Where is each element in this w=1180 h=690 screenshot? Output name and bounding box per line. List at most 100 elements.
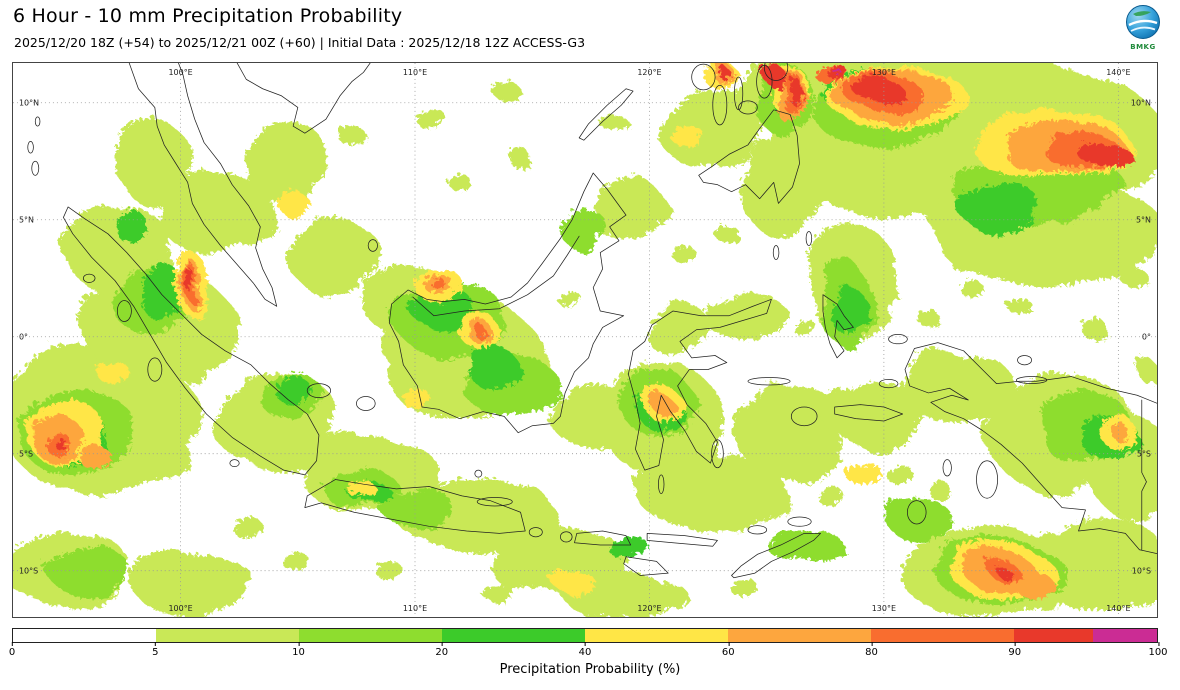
page-title: 6 Hour - 10 mm Precipitation Probability — [13, 5, 403, 27]
coastline-sumbawa — [574, 530, 632, 546]
precip-blob — [410, 105, 444, 124]
lon-label-bottom: 100°E — [168, 604, 192, 613]
coastline-sulawesi — [628, 298, 772, 471]
colorbar-tick-label: 100 — [1148, 642, 1168, 658]
lat-label-left: 5°S — [19, 450, 33, 459]
precip-blob — [377, 486, 453, 524]
precip-blob — [947, 250, 971, 269]
bmkg-globe-icon — [1126, 5, 1160, 39]
precip-blob — [994, 564, 1009, 575]
precip-blob — [114, 119, 190, 204]
lon-label-bottom: 120°E — [637, 604, 661, 613]
lon-label-bottom: 130°E — [872, 604, 896, 613]
precip-blob — [897, 346, 1011, 422]
colorbar-ticks: 0 5 10 20 40 60 80 90 100 — [9, 642, 1168, 659]
map-tick-labels: 100°E 100°E 110°E 110°E 120°E 120°E 130°E 130°E… — [19, 68, 1151, 613]
precip-blob — [764, 523, 840, 562]
lon-label-top: 110°E — [403, 68, 427, 77]
graticule-layer — [13, 63, 1157, 617]
coastline-papua — [904, 342, 1157, 554]
precip-blob — [107, 203, 141, 237]
precip-blob — [281, 551, 310, 571]
precip-blob — [1010, 565, 1048, 595]
colorbar-tick-label: 40 — [578, 642, 592, 658]
precip-blob — [508, 149, 533, 169]
precip-blob — [794, 320, 819, 340]
precip-blob — [1073, 137, 1126, 162]
precip-blob — [958, 184, 1044, 232]
precip-blob — [851, 73, 898, 100]
coastline-flores — [646, 532, 718, 547]
precip-blob — [914, 307, 938, 324]
weather-map-canvas: 100°E 100°E 110°E 110°E 120°E 120°E 130°E 130°E… — [13, 63, 1157, 617]
precip-blob — [757, 63, 781, 80]
precip-blob — [726, 575, 756, 595]
precipitation-layer — [13, 63, 1157, 617]
lat-label-left: 10°S — [19, 567, 38, 576]
colorbar-segment — [156, 629, 299, 642]
colorbar-tick-label: 90 — [1008, 642, 1022, 658]
colorbar-segment — [585, 629, 728, 642]
lon-label-bottom: 110°E — [403, 604, 427, 613]
precip-blob — [740, 133, 816, 237]
lon-label-top: 130°E — [872, 68, 896, 77]
colorbar-segment — [1092, 629, 1157, 642]
precip-blob — [886, 498, 952, 541]
precip-blob — [471, 323, 486, 336]
precip-blob — [279, 194, 312, 218]
precip-blob — [633, 451, 784, 527]
precip-blob — [820, 378, 924, 445]
precip-blob — [293, 168, 317, 188]
precip-blob — [710, 63, 725, 72]
coastline-small-islands — [27, 63, 1048, 543]
colorbar-segment — [442, 629, 585, 642]
bmkg-logo-label: BMKG — [1130, 43, 1156, 51]
precip-blob — [553, 285, 577, 304]
precip-blob — [429, 275, 444, 289]
coastline-sumba — [623, 556, 669, 576]
colorbar-tick-label: 10 — [292, 642, 305, 658]
precip-blob — [675, 247, 699, 267]
precip-blob — [372, 559, 402, 578]
weather-map: 100°E 100°E 110°E 110°E 120°E 120°E 130°E 130°E… — [12, 62, 1158, 618]
coastline-seram — [834, 404, 904, 422]
precip-blob — [243, 119, 329, 204]
precip-blob — [652, 396, 675, 416]
lat-label-left: 0° — [19, 333, 28, 342]
precip-blob — [47, 432, 62, 443]
precip-blob — [1024, 512, 1157, 606]
coastline-borneo — [388, 172, 627, 434]
coastline-layer — [27, 63, 1157, 579]
lat-label-right: 0° — [1142, 333, 1151, 342]
coastline-palawan — [578, 88, 634, 141]
lat-label-left: 5°N — [19, 216, 34, 225]
precip-blob — [225, 512, 258, 531]
precip-blob — [131, 549, 254, 616]
precip-blob — [821, 63, 843, 76]
precip-blob — [1080, 320, 1109, 340]
colorbar-segment — [728, 629, 871, 642]
colorbar — [12, 628, 1158, 643]
lon-label-top: 100°E — [168, 68, 192, 77]
colorbar-segment — [1014, 629, 1093, 642]
precip-blob — [276, 378, 315, 407]
precip-blob — [963, 282, 987, 302]
colorbar-title: Precipitation Probability (%) — [499, 662, 681, 677]
bmkg-logo: BMKG — [1122, 4, 1164, 51]
precip-blob — [157, 170, 275, 255]
precip-blob — [1005, 294, 1030, 314]
coastline-halmahera — [822, 294, 854, 359]
precip-blob — [829, 282, 863, 335]
coastline-timor — [731, 532, 821, 579]
precip-blob — [715, 224, 739, 244]
colorbar-tick-label: 60 — [721, 642, 735, 658]
precip-blob — [867, 282, 896, 302]
precip-blob — [700, 289, 786, 337]
precip-blob — [602, 530, 645, 555]
precip-blob — [555, 203, 603, 246]
colorbar-tick-label: 80 — [865, 642, 878, 658]
colorbar-segment — [871, 629, 1014, 642]
precip-blob — [828, 63, 837, 70]
lat-label-right: 5°S — [1137, 450, 1151, 459]
precip-blob — [783, 72, 797, 101]
